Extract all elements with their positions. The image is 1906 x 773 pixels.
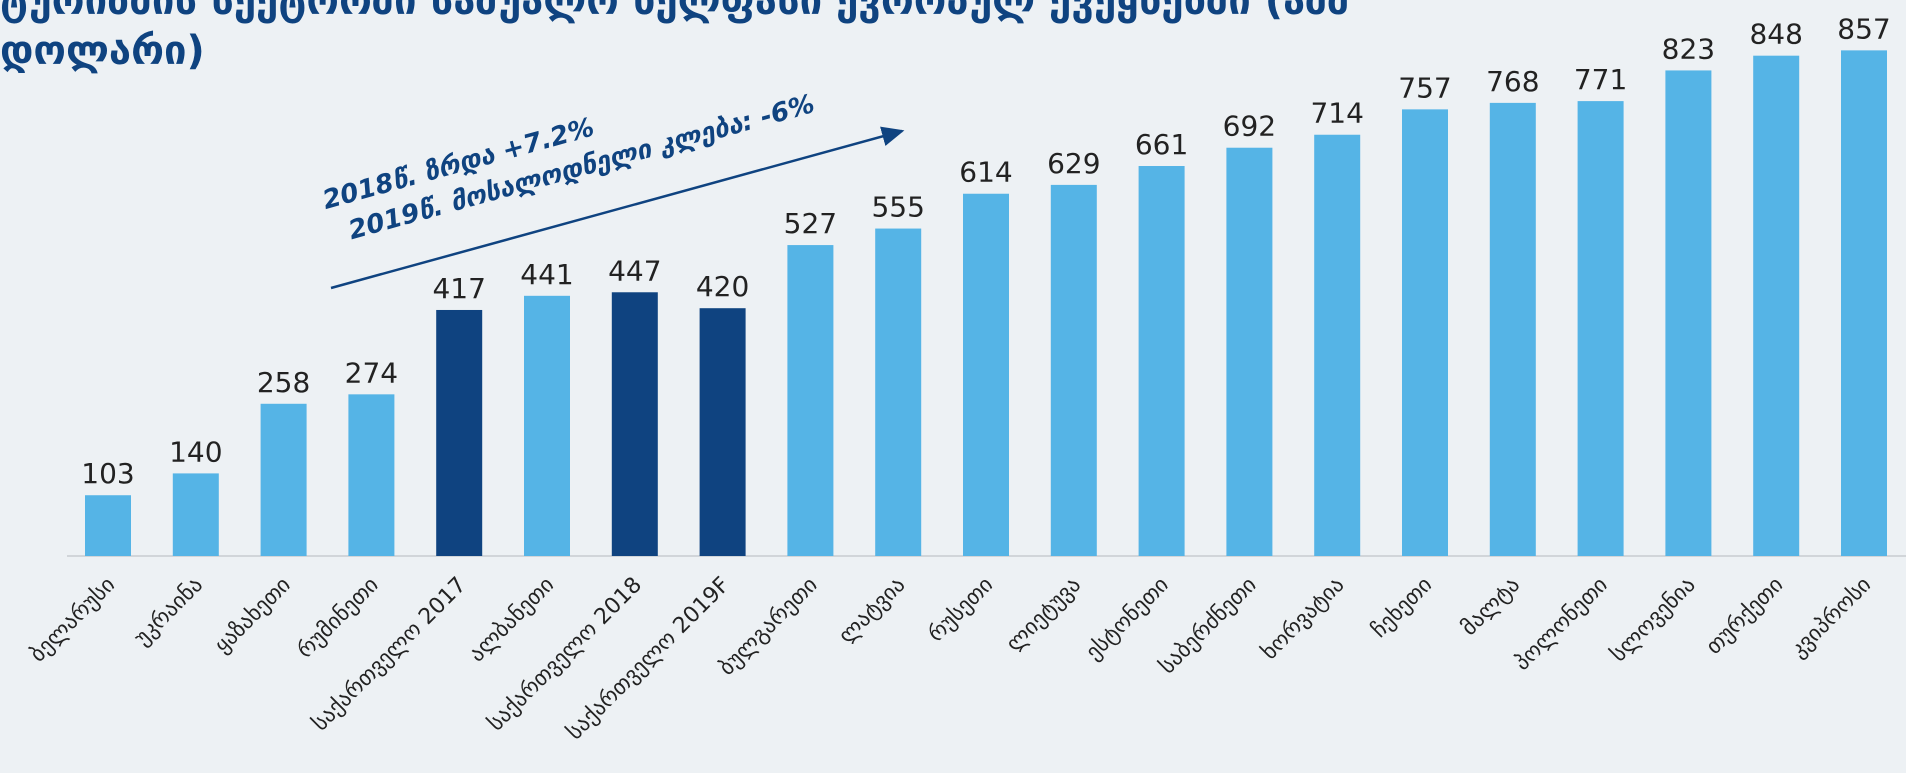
bar (1577, 101, 1624, 557)
value-label: 527 (784, 207, 837, 240)
value-label: 692 (1223, 110, 1276, 143)
bar (436, 309, 483, 556)
chart-title: ტურიზმის სექტორში საშუალო ხელფასი ევროპუ… (0, 0, 1349, 24)
value-label: 447 (608, 254, 661, 287)
bar (524, 295, 570, 556)
bar (1226, 147, 1273, 556)
value-label: 848 (1749, 18, 1802, 51)
bar (85, 495, 131, 556)
bar (699, 308, 746, 556)
bar (963, 193, 1009, 557)
bar (348, 394, 395, 556)
bar (875, 228, 922, 557)
bar (1314, 134, 1361, 557)
bar (611, 292, 658, 556)
bar (260, 403, 307, 556)
value-label: 140 (169, 435, 222, 468)
value-label: 714 (1310, 97, 1363, 130)
bar (1138, 166, 1185, 556)
value-label: 258 (257, 366, 310, 399)
bar (1402, 109, 1448, 557)
value-label: 614 (959, 156, 1012, 189)
value-label: 420 (696, 270, 749, 303)
value-label: 661 (1135, 128, 1188, 161)
bar (172, 473, 219, 556)
value-label: 757 (1398, 71, 1451, 104)
value-label: 768 (1486, 65, 1539, 98)
chart-title: დოლარი) (0, 28, 205, 74)
bar (1050, 184, 1097, 556)
value-label: 274 (345, 356, 398, 389)
annotation-arrow (330, 126, 905, 290)
bar (1841, 50, 1887, 557)
value-label: 771 (1574, 63, 1627, 96)
value-label: 857 (1837, 12, 1890, 45)
value-label: 823 (1662, 32, 1715, 65)
bar (1665, 70, 1712, 557)
value-label: 629 (1047, 147, 1100, 180)
bar (1489, 102, 1536, 556)
bar (1753, 55, 1800, 557)
value-label: 103 (81, 457, 134, 490)
value-label: 441 (520, 258, 573, 291)
value-label: 555 (871, 191, 924, 224)
bar (787, 245, 834, 556)
value-label: 417 (432, 272, 485, 305)
